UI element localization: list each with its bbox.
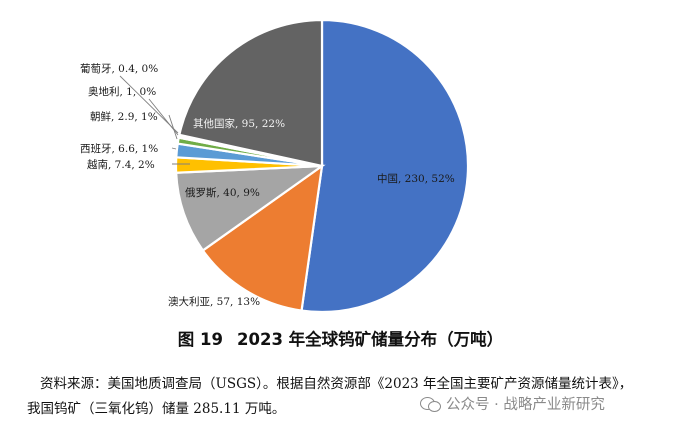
watermark: 公众号 · 战略产业新研究: [420, 393, 605, 414]
figure-caption: 图 19 2023 年全球钨矿储量分布（万吨）: [0, 326, 681, 350]
pie-slice-1: [201, 163, 324, 312]
pie-slice-0: [300, 18, 470, 314]
data-label-5: 朝鲜, 2.9, 1%: [90, 110, 158, 123]
leader-line-6: [148, 98, 179, 136]
watermark-text: 公众号 · 战略产业新研究: [446, 397, 605, 413]
source-line-1: 资料来源：美国地质调查局（USGS）。根据自然资源部《2023 年全国主要矿产资…: [40, 376, 633, 392]
figure-number: 图 19: [177, 330, 224, 349]
source-line-2: 我国钨矿（三氧化钨）储量 285.11 万吨。: [27, 401, 286, 417]
data-label-2: 俄罗斯, 40, 9%: [185, 186, 260, 199]
data-label-6: 奥地利, 1, 0%: [88, 85, 156, 98]
source-note: 资料来源：美国地质调查局（USGS）。根据自然资源部《2023 年全国主要矿产资…: [27, 372, 667, 422]
pie-slice-8: [178, 18, 324, 168]
figure-title: 2023 年全球钨矿储量分布（万吨）: [237, 330, 504, 349]
data-label-3: 越南, 7.4, 2%: [87, 158, 155, 171]
wechat-icon: [420, 396, 442, 412]
data-label-1: 澳大利亚, 57, 13%: [168, 295, 260, 308]
leader-line-7: [119, 75, 179, 134]
leader-line-4: [171, 147, 177, 150]
pie-slice-2: [175, 164, 326, 252]
data-label-0: 中国, 230, 52%: [377, 172, 455, 185]
data-label-8: 其他国家, 95, 22%: [193, 117, 285, 130]
pie-chart: 中国, 230, 52% 澳大利亚, 57, 13% 俄罗斯, 40, 9% 越南, …: [80, 18, 470, 314]
data-label-4: 西班牙, 6.6, 1%: [80, 143, 158, 155]
data-label-7: 葡萄牙, 0.4, 0%: [80, 62, 158, 75]
leader-line-5: [168, 114, 178, 140]
